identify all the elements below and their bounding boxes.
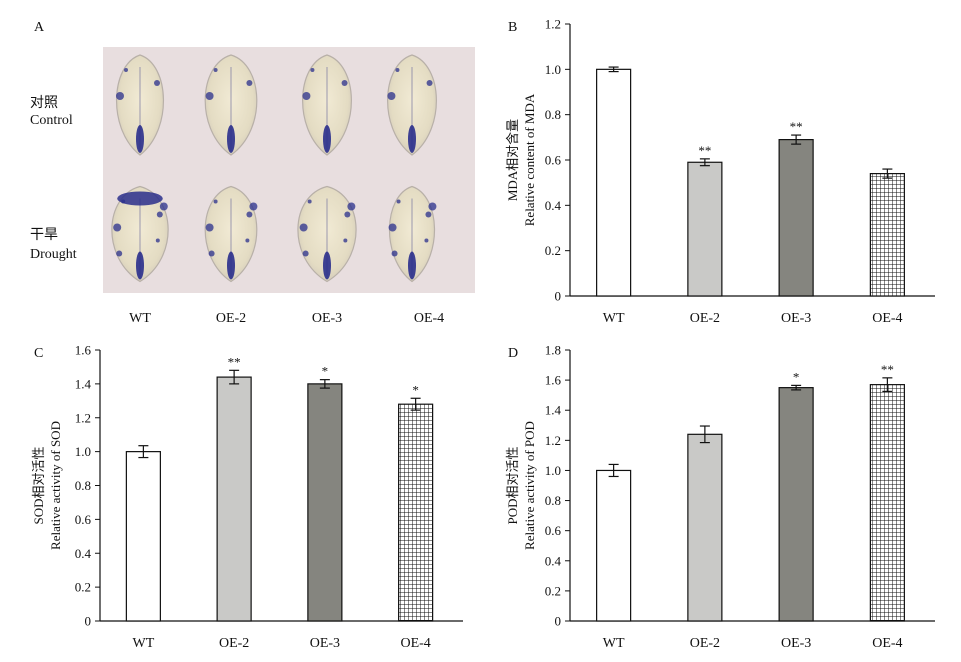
panel-b: B 0 0.2 0.4 0.6 0.8 1.0 1.2 MDA相对含量 Relative cont… — [505, 17, 935, 326]
photo-label-oe2: OE-2 — [216, 311, 246, 326]
leaf-control-wt — [115, 54, 165, 156]
significance-marker: * — [793, 369, 800, 384]
bar-oe-2 — [687, 433, 723, 622]
row-label-control-cn: 对照 — [30, 95, 58, 111]
y-tick-label: 0.6 — [545, 153, 562, 168]
significance-marker: ** — [790, 119, 803, 134]
bar-wt — [596, 469, 632, 622]
bar-oe-2 — [687, 161, 723, 297]
y-tick-label: 1.0 — [545, 463, 561, 478]
y-tick-label: 0.2 — [545, 583, 561, 598]
leaf-control-oe-2 — [204, 54, 258, 156]
y-tick-label: 1.4 — [545, 403, 562, 418]
significance-marker: ** — [881, 362, 894, 377]
leaf-control-oe-4 — [387, 54, 437, 156]
leaf-drought-oe-4 — [388, 185, 437, 283]
photo-label-wt: WT — [129, 311, 151, 326]
y-axis-label-cn: MDA相对含量 — [505, 119, 520, 201]
y-tick-label: 0.2 — [545, 243, 561, 258]
y-tick-label: 0.4 — [545, 553, 562, 568]
bar-oe-4 — [398, 403, 434, 622]
leaf-drought-oe-3 — [297, 185, 357, 283]
photo-label-oe4: OE-4 — [414, 311, 444, 326]
bar-oe-3 — [778, 387, 814, 622]
x-tick-label: OE-3 — [310, 636, 340, 651]
y-tick-label: 0 — [555, 289, 562, 304]
y-tick-label: 1.2 — [75, 410, 91, 425]
panel-b-letter: B — [508, 20, 517, 35]
y-tick-label: 1.2 — [545, 17, 561, 32]
significance-marker: * — [322, 364, 329, 379]
significance-marker: ** — [698, 143, 711, 158]
x-tick-label: OE-2 — [219, 636, 249, 651]
leaf-drought-wt — [111, 185, 169, 283]
y-tick-label: 1.4 — [75, 376, 92, 391]
y-axis-label-cn: POD相对活性 — [505, 446, 520, 524]
leaf-drought-oe-2 — [204, 185, 258, 283]
panel-a-letter: A — [34, 20, 45, 35]
photo-label-oe3: OE-3 — [312, 311, 342, 326]
bar-wt — [596, 68, 632, 297]
y-axis-label-en: Relative activity of POD — [522, 421, 537, 550]
leaf-images — [111, 54, 437, 283]
y-tick-label: 1.6 — [75, 343, 92, 358]
significance-marker: ** — [228, 354, 241, 369]
panel-d: D 0 0.2 0.4 0.6 0.8 1.0 1.2 1.4 1.6 1.8 POD相对活性 Rela… — [505, 343, 935, 651]
x-tick-label: WT — [603, 636, 625, 651]
x-tick-label: OE-3 — [781, 636, 811, 651]
y-tick-label: 1.6 — [545, 373, 562, 388]
y-tick-label: 0.6 — [545, 523, 562, 538]
y-tick-label: 0.2 — [75, 580, 91, 595]
bar-oe-2 — [216, 376, 252, 622]
y-axis-label-en: Relative content of MDA — [522, 93, 537, 226]
x-tick-label: OE-4 — [400, 636, 430, 651]
bar-charts: B 0 0.2 0.4 0.6 0.8 1.0 1.2 MDA相对含量 Relative cont… — [31, 17, 935, 651]
row-label-control-en: Control — [30, 113, 73, 128]
panel-c-letter: C — [34, 346, 43, 361]
y-tick-label: 0.8 — [545, 493, 561, 508]
y-tick-label: 1.2 — [545, 433, 561, 448]
bar-oe-4 — [869, 173, 905, 297]
significance-marker: * — [412, 382, 419, 397]
y-tick-label: 0 — [85, 614, 92, 629]
panel-a: A 对照 Control 干旱 Drought WT OE-2 OE-3 OE-… — [30, 20, 475, 326]
x-tick-label: OE-2 — [690, 636, 720, 651]
bar-oe-4 — [869, 384, 905, 622]
x-tick-label: WT — [603, 311, 625, 326]
y-tick-label: 0 — [555, 614, 562, 629]
y-tick-label: 1.8 — [545, 343, 561, 358]
row-label-drought-en: Drought — [30, 247, 77, 262]
x-tick-label: OE-4 — [872, 636, 902, 651]
bar-oe-3 — [778, 139, 814, 297]
x-tick-label: OE-3 — [781, 311, 811, 326]
y-tick-label: 1.0 — [545, 62, 561, 77]
x-tick-label: OE-2 — [690, 311, 720, 326]
row-label-drought-cn: 干旱 — [30, 228, 58, 243]
panel-d-letter: D — [508, 346, 518, 361]
bar-oe-3 — [307, 383, 343, 622]
leaf-control-oe-3 — [302, 54, 352, 156]
panel-c: C 0 0.2 0.4 0.6 0.8 1.0 1.2 1.4 1.6 SOD相对活性 Relativ… — [31, 343, 463, 651]
y-tick-label: 1.0 — [75, 444, 91, 459]
bar-wt — [125, 451, 161, 622]
y-tick-label: 0.6 — [75, 512, 92, 527]
x-tick-label: OE-4 — [872, 311, 902, 326]
y-axis-label-en: Relative activity of SOD — [48, 421, 63, 550]
y-tick-label: 0.8 — [75, 478, 91, 493]
y-tick-label: 0.4 — [75, 546, 92, 561]
y-axis-label-cn: SOD相对活性 — [31, 446, 46, 524]
y-tick-label: 0.8 — [545, 107, 561, 122]
y-tick-label: 0.4 — [545, 198, 562, 213]
x-tick-label: WT — [132, 636, 154, 651]
